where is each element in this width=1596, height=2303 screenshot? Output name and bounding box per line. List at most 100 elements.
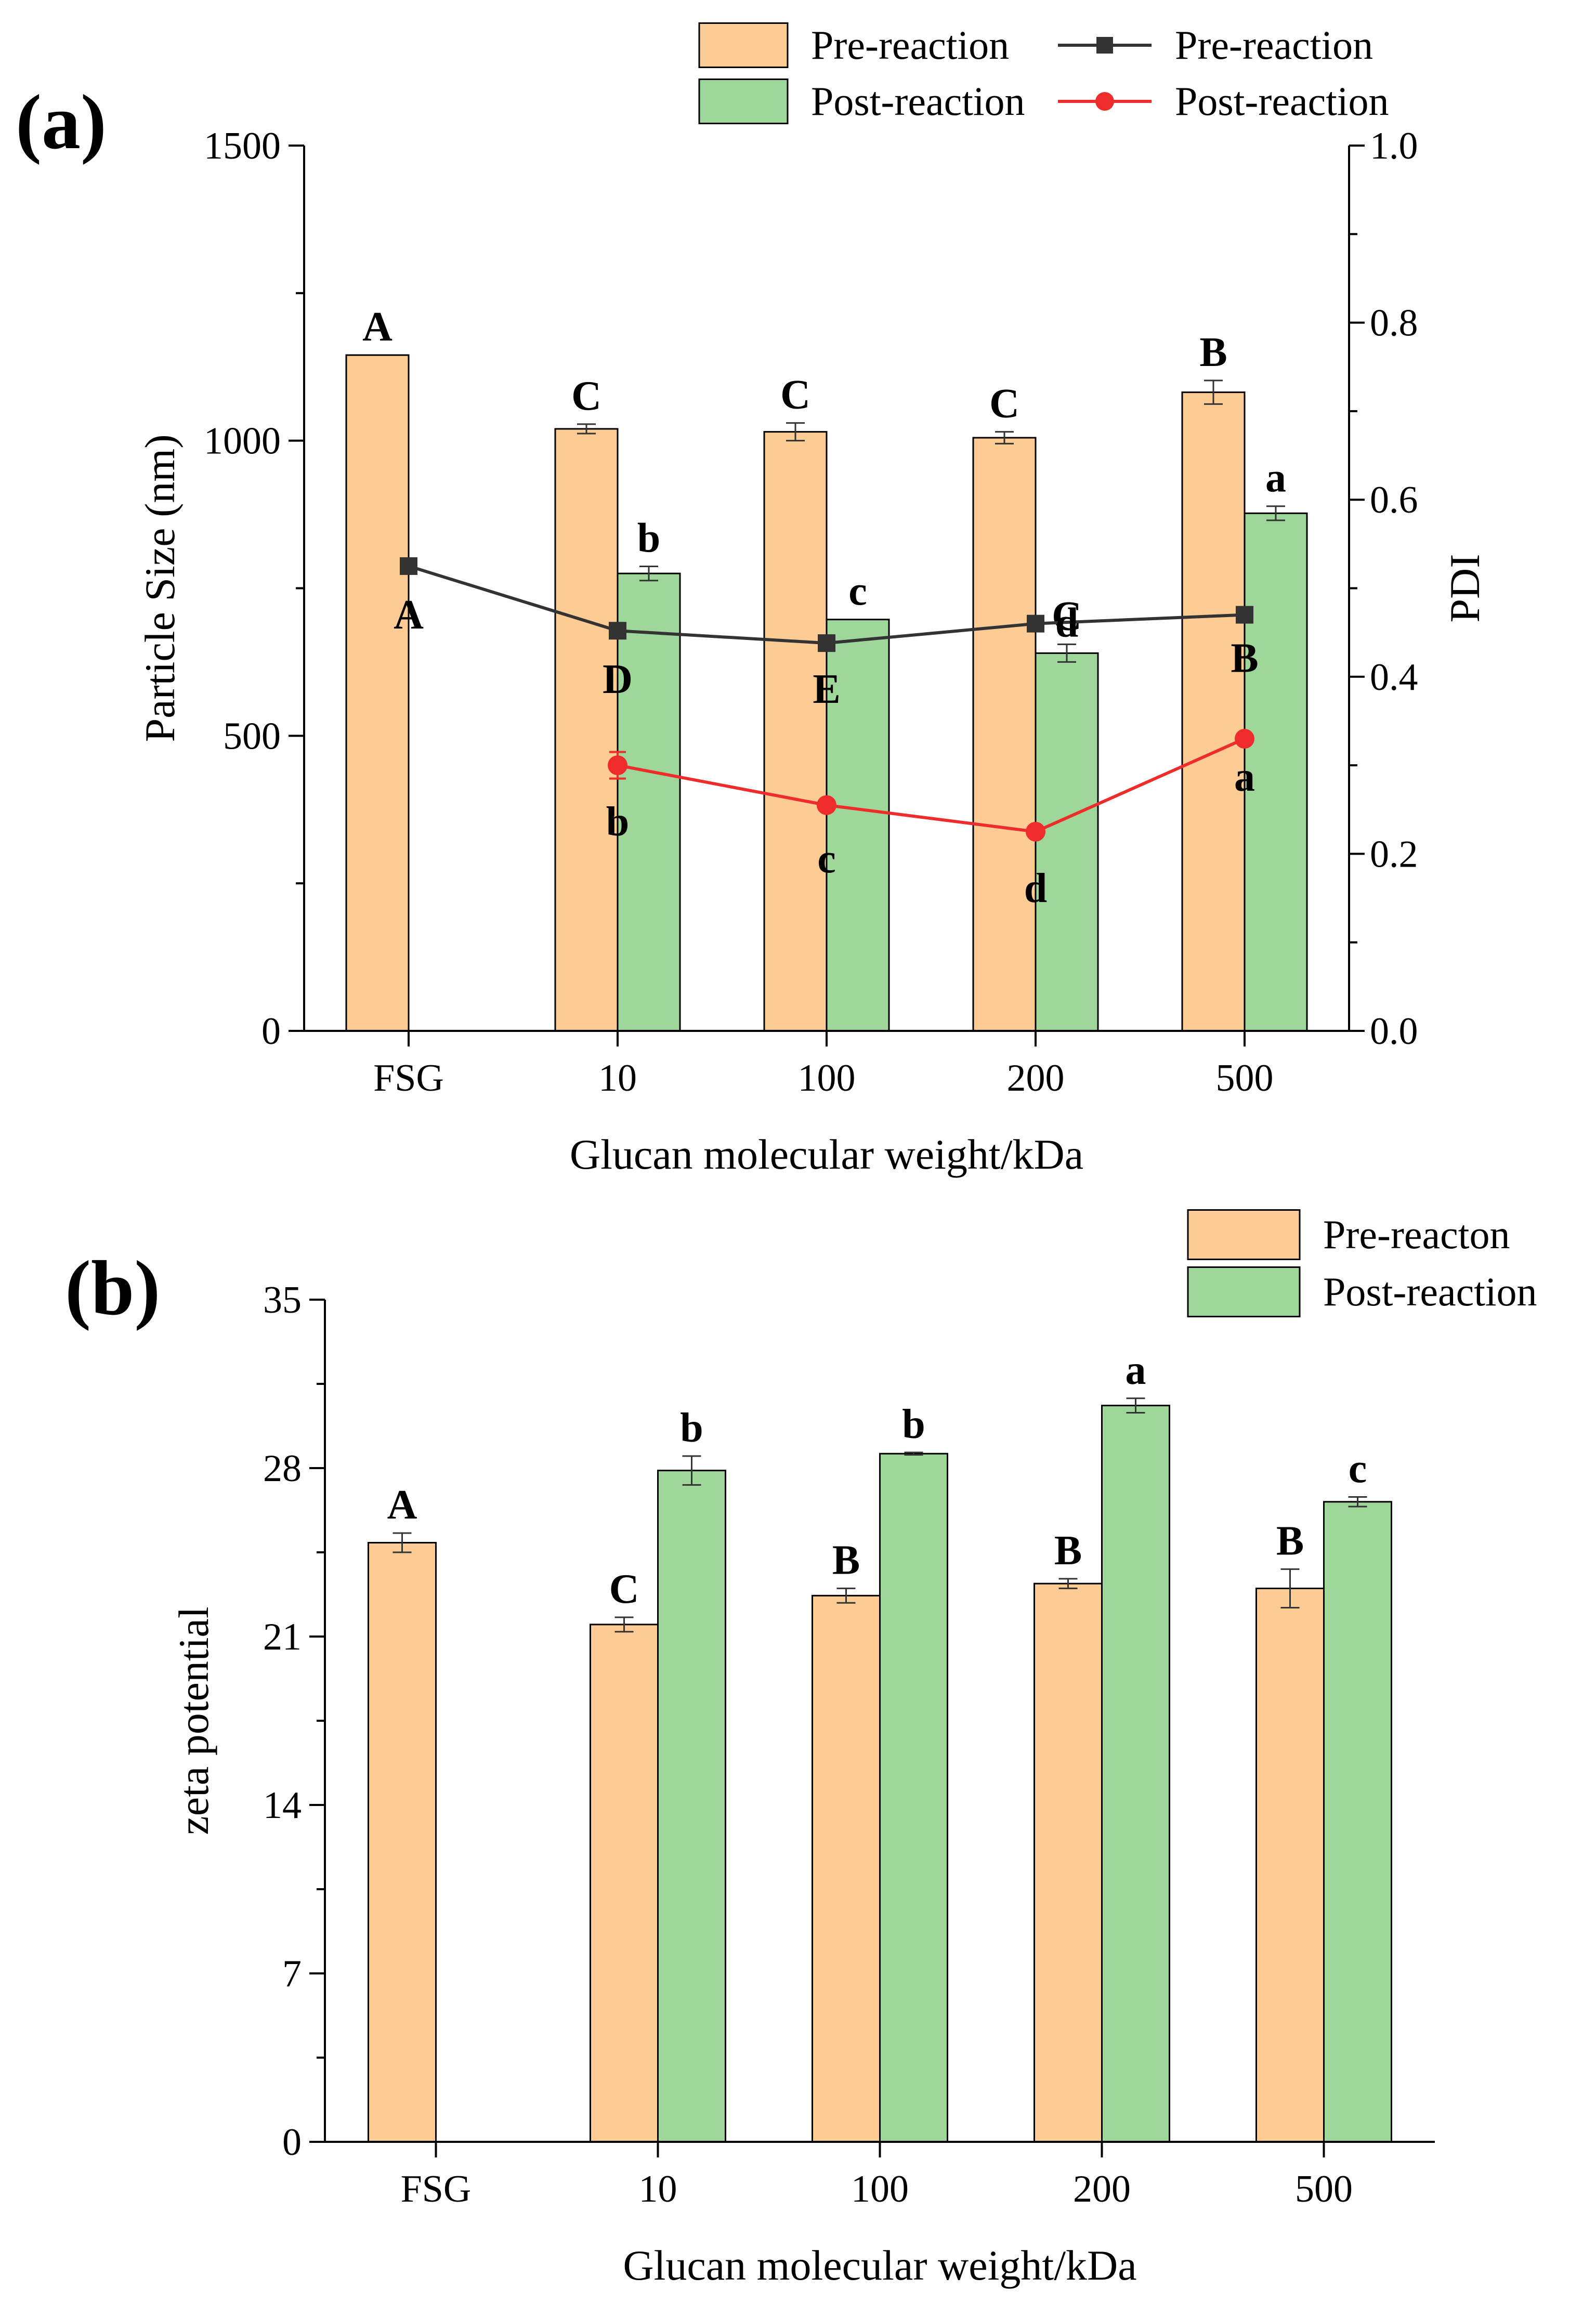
- y-tick-label: 500: [223, 715, 281, 757]
- line-post-reaction: [617, 737, 1246, 833]
- marker-circle: [1026, 821, 1045, 842]
- legend-item: Pre-reaction: [698, 22, 1009, 68]
- x-tick-label: 10: [598, 1057, 637, 1100]
- legend-swatch: [1187, 1266, 1301, 1317]
- y-tick-label: 1000: [204, 420, 281, 463]
- significance-letter: B: [1231, 636, 1258, 682]
- significance-letter: a: [1265, 455, 1286, 501]
- bar-pre-500: [1181, 391, 1246, 1032]
- x-axis-title: Glucan molecular weight/kDa: [623, 2242, 1136, 2289]
- significance-letter: c: [817, 836, 836, 882]
- y-tick-label: 1500: [204, 125, 281, 167]
- legend-label: Post-reaction: [1175, 78, 1389, 124]
- legend-label: Pre-reacton: [1323, 1212, 1510, 1257]
- significance-letter: C: [780, 372, 810, 418]
- legend-swatch: [698, 78, 789, 124]
- bar-post-10: [617, 572, 681, 1032]
- significance-letter: c: [1349, 1446, 1367, 1492]
- bar-pre-10: [554, 428, 619, 1032]
- significance-letter: A: [387, 1482, 417, 1528]
- y2-tick-label: 0.6: [1370, 479, 1418, 521]
- significance-letter: E: [813, 666, 840, 712]
- bar-pre-200: [1034, 1582, 1103, 2143]
- significance-letter: C: [609, 1566, 639, 1612]
- x-tick-label: 200: [1007, 1057, 1065, 1100]
- y2-tick-label: 0.2: [1370, 833, 1418, 875]
- x-tick-label: 10: [639, 2168, 677, 2210]
- x-tick-label: FSG: [401, 2168, 472, 2210]
- y2-tick-label: 0.8: [1370, 302, 1418, 345]
- legend-item: Post-reaction: [698, 78, 1025, 124]
- significance-letter: A: [394, 592, 424, 638]
- significance-letter: a: [1234, 754, 1255, 800]
- marker-circle: [608, 755, 627, 776]
- significance-letter: c: [848, 569, 867, 614]
- y-axis-title: Particle Size (nm): [136, 434, 184, 742]
- significance-letter: B: [1276, 1518, 1304, 1564]
- legend-marker-square: [1096, 37, 1113, 54]
- marker-square: [1027, 614, 1044, 633]
- legend-label: Pre-reaction: [811, 22, 1009, 68]
- bar-post-500: [1323, 1501, 1392, 2143]
- significance-letter: b: [680, 1405, 703, 1451]
- legend-item: Pre-reaction: [1058, 22, 1373, 68]
- x-tick-label: 100: [798, 1057, 856, 1100]
- bar-pre-200: [972, 437, 1037, 1032]
- significance-letter: b: [606, 799, 630, 845]
- significance-letter: B: [1054, 1528, 1082, 1574]
- significance-letter: A: [362, 304, 393, 350]
- significance-letter: B: [1199, 330, 1227, 375]
- legend-label: Post-reaction: [1323, 1269, 1537, 1314]
- significance-letter: C: [989, 381, 1019, 427]
- legend-label: Pre-reaction: [1175, 22, 1373, 68]
- significance-letter: d: [1024, 866, 1048, 911]
- legend-item: Post-reaction: [1058, 78, 1389, 124]
- significance-letter: a: [1126, 1347, 1146, 1393]
- y-tick-label: 14: [263, 1784, 302, 1827]
- y2-tick-label: 0.0: [1370, 1010, 1418, 1053]
- y-tick-label: 35: [263, 1279, 302, 1321]
- legend-item: Pre-reacton: [1187, 1209, 1510, 1260]
- y2-tick-label: 0.4: [1370, 656, 1418, 699]
- marker-circle: [817, 795, 836, 815]
- y-tick-label: 21: [263, 1616, 302, 1658]
- panel-b: (b) A C B B Bb b a c 0 7 14 21 28 35 FSG 10 100 200 500 Gluc…: [65, 1209, 1537, 2289]
- legend-label: Post-reaction: [811, 78, 1025, 124]
- legend-marker-circle: [1095, 92, 1114, 111]
- y-tick-label: 0: [261, 1010, 281, 1053]
- y-tick-label: 7: [282, 1953, 302, 1995]
- significance-letter: C: [1052, 593, 1082, 639]
- bar-pre-100: [812, 1594, 881, 2143]
- significance-letter: d: [1055, 600, 1079, 646]
- panel-a: (a) A C C C Bb c Ca A D Ed Bb c d a 0 500 1000 1500 0.0 0.2 0…: [16, 22, 1488, 1178]
- bar-post-100: [826, 619, 890, 1032]
- bar-post-10: [657, 1470, 726, 2143]
- marker-square: [400, 557, 417, 575]
- bar-pre-FSG: [368, 1541, 437, 2143]
- bar-pre-FSG: [345, 354, 410, 1032]
- legend-swatch: [1187, 1209, 1301, 1260]
- bar-pre-10: [590, 1624, 659, 2143]
- marker-square: [1236, 606, 1253, 624]
- bar-pre-100: [763, 431, 828, 1032]
- panel-label: (b): [65, 1245, 160, 1331]
- significance-letter: b: [902, 1402, 925, 1447]
- x-tick-label: 500: [1216, 1057, 1274, 1100]
- x-tick-label: FSG: [373, 1057, 444, 1100]
- bar-post-200: [1101, 1405, 1170, 2143]
- significance-letter: B: [832, 1537, 860, 1583]
- legend-swatch: [698, 22, 789, 68]
- panel-label: (a): [16, 79, 107, 165]
- x-axis-title: Glucan molecular weight/kDa: [570, 1131, 1083, 1178]
- legend-item: Post-reaction: [1187, 1266, 1537, 1317]
- marker-circle: [1235, 729, 1254, 749]
- bar-post-200: [1035, 652, 1099, 1032]
- y2-axis-title: PDI: [1441, 554, 1488, 622]
- x-tick-label: 200: [1073, 2168, 1131, 2210]
- bar-post-100: [879, 1453, 948, 2143]
- marker-square: [609, 622, 626, 640]
- significance-letter: D: [603, 657, 633, 702]
- x-tick-label: 500: [1295, 2168, 1353, 2210]
- marker-square: [818, 634, 835, 652]
